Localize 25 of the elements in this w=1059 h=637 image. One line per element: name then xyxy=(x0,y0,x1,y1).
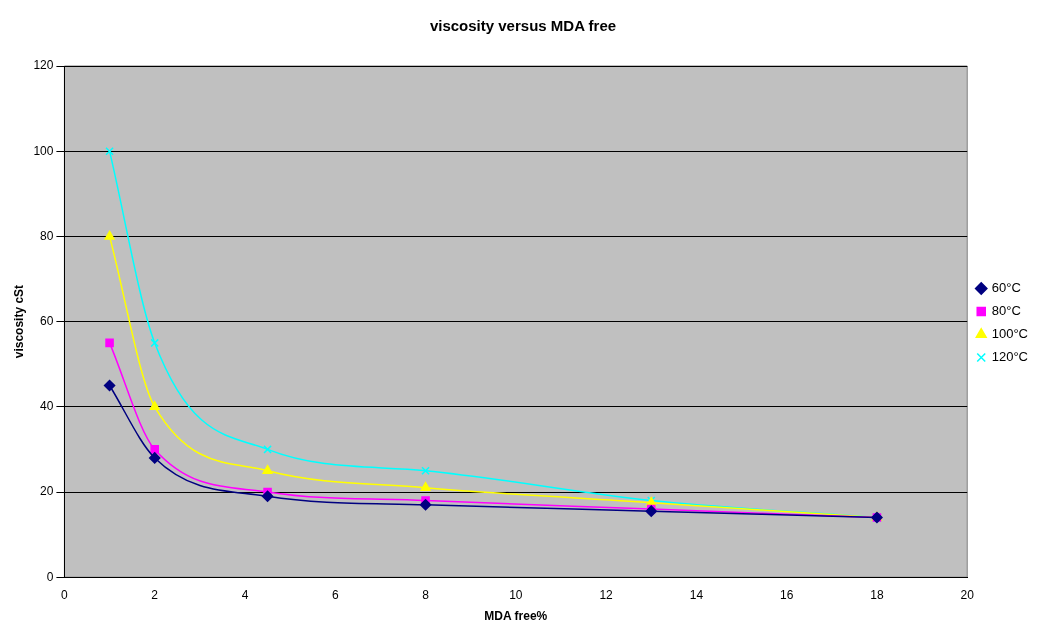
x-axis-title: MDA free% xyxy=(484,609,548,624)
y-tick-label: 20 xyxy=(40,484,54,499)
x-tick-label: 12 xyxy=(599,587,614,602)
x-tick-label: 6 xyxy=(331,587,339,602)
y-tick-label: 40 xyxy=(40,399,54,414)
legend-label: 120°C xyxy=(991,349,1028,365)
x-tick-label: 16 xyxy=(779,587,794,602)
x-tick-label: 8 xyxy=(422,587,430,602)
x-tick-label: 0 xyxy=(61,587,69,602)
x-tick-label: 10 xyxy=(509,587,523,602)
legend-label: 100°C xyxy=(991,326,1028,342)
y-tick-label: 100 xyxy=(33,143,54,158)
y-tick-label: 120 xyxy=(33,58,54,73)
x-tick-label: 18 xyxy=(870,587,884,602)
y-tick-label: 80 xyxy=(40,228,54,243)
x-tick-label: 2 xyxy=(151,587,159,602)
x-tick-label: 4 xyxy=(241,587,249,602)
y-tick-label: 0 xyxy=(46,569,54,584)
legend-label: 80°C xyxy=(991,303,1021,319)
y-axis-title: viscosity cSt xyxy=(11,284,26,359)
x-tick-label: 14 xyxy=(689,587,704,602)
y-tick-label: 60 xyxy=(40,313,54,328)
legend-label: 60°C xyxy=(991,280,1021,296)
chart-title: viscosity versus MDA free xyxy=(429,17,617,35)
x-tick-label: 20 xyxy=(960,587,975,602)
